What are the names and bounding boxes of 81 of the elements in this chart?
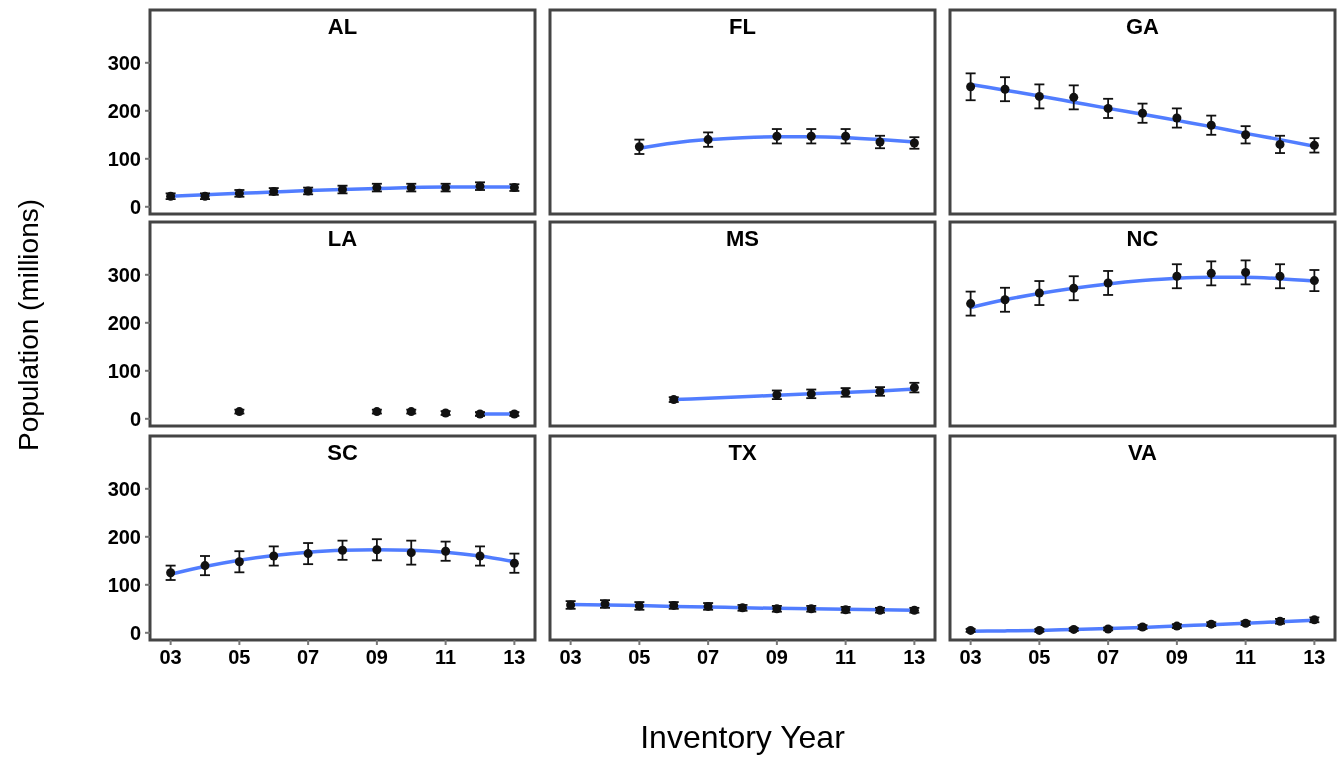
x-tick-label: 05 xyxy=(228,646,251,668)
x-tick-label: 07 xyxy=(697,646,720,668)
x-tick-label: 13 xyxy=(1303,646,1326,668)
point xyxy=(1241,130,1251,140)
y-axis-title: Population (millions) xyxy=(13,198,44,452)
point xyxy=(1034,288,1044,298)
y-tick-label: 100 xyxy=(107,359,141,382)
point xyxy=(772,131,782,141)
x-tick-label: 03 xyxy=(559,646,582,668)
x-tick-label: 09 xyxy=(1165,646,1188,668)
point xyxy=(841,131,851,141)
point xyxy=(372,545,382,555)
y-tick-label: 0 xyxy=(129,195,141,218)
point xyxy=(1000,84,1010,94)
y-tick-label: 0 xyxy=(129,621,141,644)
point xyxy=(1172,113,1182,123)
point xyxy=(1172,271,1182,281)
x-tick-label: 07 xyxy=(1097,646,1120,668)
point xyxy=(966,625,976,635)
point xyxy=(1103,278,1113,288)
chart-title: TX xyxy=(728,440,757,465)
point xyxy=(303,549,313,559)
point xyxy=(966,82,976,92)
x-tick-label: 11 xyxy=(435,646,457,668)
chart-title: AL xyxy=(327,14,358,39)
x-tick-label: 05 xyxy=(1028,646,1051,668)
y-tick-label: 200 xyxy=(107,311,141,334)
y-tick-label: 300 xyxy=(107,51,141,74)
y-tick-label: 300 xyxy=(107,263,141,286)
chart-title: NC xyxy=(1126,226,1159,251)
point xyxy=(1034,91,1044,101)
point xyxy=(703,135,713,145)
point xyxy=(634,142,644,152)
point xyxy=(509,558,519,568)
point xyxy=(234,557,244,567)
y-tick-label: 200 xyxy=(107,525,141,548)
point xyxy=(406,548,416,558)
point xyxy=(1309,276,1319,286)
point xyxy=(200,561,210,571)
x-tick-label: 09 xyxy=(765,646,788,668)
x-tick-label: 11 xyxy=(835,646,857,668)
point xyxy=(338,545,347,555)
point xyxy=(806,131,816,141)
point xyxy=(1309,140,1319,150)
point xyxy=(269,551,279,561)
point xyxy=(1069,624,1079,634)
point xyxy=(1000,295,1010,305)
point xyxy=(1103,103,1113,113)
point xyxy=(1069,92,1079,102)
point xyxy=(1275,271,1285,281)
chart-title: MS xyxy=(726,226,759,251)
y-tick-label: 100 xyxy=(107,147,141,170)
point xyxy=(475,551,485,561)
point xyxy=(166,568,176,578)
x-tick-label: 07 xyxy=(297,646,320,668)
chart-title: GA xyxy=(1126,14,1160,39)
x-tick-label: 03 xyxy=(959,646,982,668)
point xyxy=(1241,267,1251,277)
x-tick-label: 11 xyxy=(1235,646,1257,668)
point xyxy=(966,299,976,309)
point xyxy=(1069,283,1079,293)
chart-title: VA xyxy=(1128,440,1158,465)
y-tick-label: 300 xyxy=(107,477,141,500)
y-tick-label: 100 xyxy=(107,573,141,596)
y-tick-label: 0 xyxy=(129,407,141,430)
point xyxy=(1275,139,1285,149)
point xyxy=(1206,268,1216,278)
point xyxy=(441,546,451,556)
x-axis-title: Inventory Year xyxy=(640,719,846,755)
point xyxy=(1138,108,1147,118)
chart-title: FL xyxy=(729,14,756,39)
x-tick-label: 13 xyxy=(903,646,926,668)
chart-title: LA xyxy=(327,226,358,251)
x-tick-label: 13 xyxy=(503,646,526,668)
point xyxy=(1206,120,1216,130)
point xyxy=(1034,625,1044,635)
y-tick-label: 200 xyxy=(107,99,141,122)
x-tick-label: 05 xyxy=(628,646,651,668)
x-tick-label: 09 xyxy=(365,646,388,668)
chart-title: SC xyxy=(327,440,358,465)
x-tick-label: 03 xyxy=(159,646,182,668)
